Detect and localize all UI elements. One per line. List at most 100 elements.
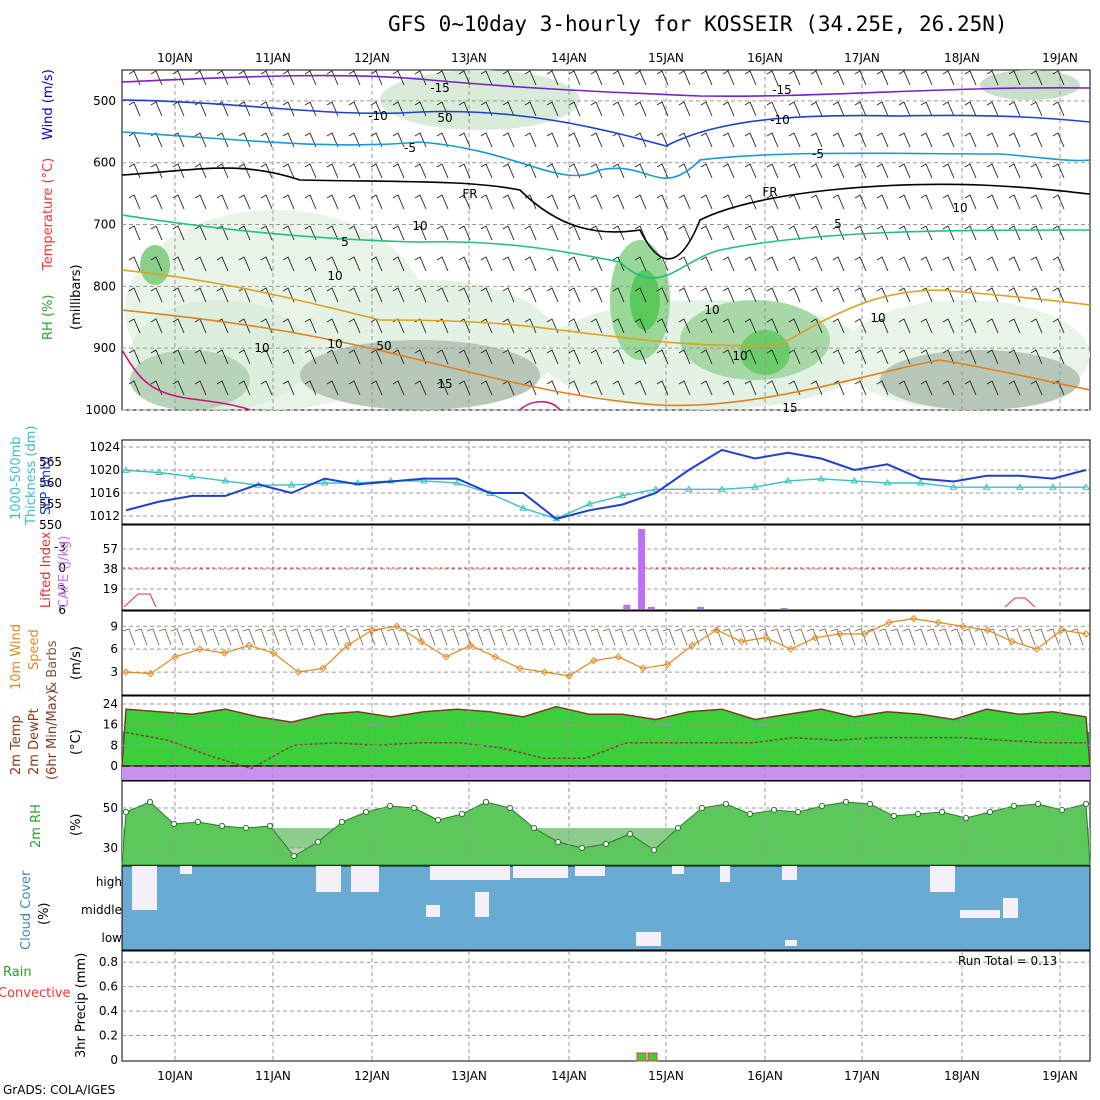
wind-barb: [766, 256, 779, 272]
wind-barb: [810, 101, 823, 117]
label-speed: Speed: [27, 629, 42, 670]
wind-barb: [502, 70, 515, 86]
wind-barb: [304, 194, 317, 210]
temp-fill: [121, 705, 1091, 767]
wind-barb: [1052, 287, 1065, 303]
wind-barb: [480, 349, 493, 365]
temp-contour-label: 15: [782, 401, 797, 415]
cloud-gap: [351, 866, 379, 892]
x-label-bottom: 19JAN: [1042, 1069, 1078, 1083]
wind-barb: [854, 163, 867, 179]
thickness-marker: [618, 491, 627, 499]
surface-barb: [290, 628, 304, 646]
contour-line: [519, 400, 561, 411]
wind-marker: [122, 668, 130, 676]
wind-barb: [304, 380, 317, 396]
wind-barb: [326, 318, 339, 334]
wind-marker: [565, 672, 573, 680]
surface-barb: [950, 628, 964, 646]
thickness-line: [125, 469, 1086, 520]
surface-barb: [1046, 628, 1060, 646]
wind-barb: [524, 349, 537, 365]
thickness-tick-label: 550: [39, 518, 62, 532]
wind-barb: [678, 101, 691, 117]
wind-barb: [480, 70, 493, 86]
wind-barb: [524, 318, 537, 334]
wind-marker: [491, 653, 499, 661]
wind-barb: [964, 163, 977, 179]
wind-barb: [128, 101, 141, 117]
wind-grid: [122, 611, 1090, 695]
wind-barb: [546, 132, 559, 148]
wind-barb: [128, 287, 141, 303]
wind-barb: [810, 194, 823, 210]
wind-barb: [458, 256, 471, 272]
slp-line: [125, 448, 1087, 520]
wind-barb: [678, 256, 691, 272]
wind-barb: [128, 349, 141, 365]
wind-barb: [942, 132, 955, 148]
wind-barb: [150, 101, 163, 117]
wind-barb: [634, 132, 647, 148]
rh-area: [300, 340, 540, 410]
wind-barb: [370, 256, 383, 272]
surface-barb: [590, 628, 604, 646]
wind-barb: [678, 225, 691, 241]
x-label-bottom: 15JAN: [648, 1069, 684, 1083]
wind-barb: [216, 163, 229, 179]
surface-barb: [350, 628, 364, 646]
wind-barb: [414, 194, 427, 210]
wind-barb: [590, 225, 603, 241]
wind-barb: [744, 132, 757, 148]
y-tick-label: 16: [103, 718, 118, 732]
wind-marker: [196, 645, 204, 653]
wind-barb: [612, 70, 625, 86]
wind-barb: [986, 380, 999, 396]
label-2m-temp: 2m Temp: [9, 715, 24, 775]
wind-marker: [343, 641, 352, 650]
label-millibars: (millibars): [69, 264, 84, 330]
wind-barb: [370, 194, 383, 210]
wind-barb: [766, 380, 779, 396]
rh-marker: [482, 798, 490, 806]
y-tick-label: 19: [103, 582, 118, 596]
wind-barb: [810, 380, 823, 396]
surface-barb: [734, 628, 748, 646]
wind-barb: [744, 194, 757, 210]
wind-barb: [546, 380, 559, 396]
surface-barb: [770, 628, 784, 646]
wind-barb: [216, 194, 229, 210]
rh-marker: [1082, 800, 1090, 808]
wind-barb: [238, 225, 251, 241]
temp-contour-label: FR: [462, 187, 477, 201]
wind-barb: [634, 256, 647, 272]
rh-marker: [1034, 800, 1042, 808]
rh-contour-label: 50: [437, 111, 452, 125]
wind-barb: [326, 101, 339, 117]
wind-barb: [524, 70, 537, 86]
wind-barb: [810, 287, 823, 303]
thickness-marker: [949, 483, 958, 490]
surface-barb: [914, 628, 928, 646]
wind-barb: [150, 194, 163, 210]
wind-barb: [172, 318, 185, 334]
wind-barb: [854, 70, 867, 86]
wind-barb: [304, 70, 317, 86]
wind-barb: [986, 132, 999, 148]
wind-barb: [590, 349, 603, 365]
temp-contour-label: -15: [772, 83, 792, 97]
wind-barb: [986, 225, 999, 241]
surface-barb: [578, 628, 592, 646]
label-thickness-1: 1000-500mb: [9, 436, 24, 520]
wind-barb: [876, 194, 889, 210]
thickness-marker: [1049, 483, 1057, 490]
wind-barb: [326, 349, 339, 365]
y-tick-label: 600: [93, 156, 116, 170]
surface-barb: [458, 628, 472, 646]
wind-barb: [194, 256, 207, 272]
wind-barb: [656, 349, 669, 365]
wind-barb: [986, 194, 999, 210]
wind-barb: [590, 132, 603, 148]
contour-line: [121, 214, 1091, 279]
